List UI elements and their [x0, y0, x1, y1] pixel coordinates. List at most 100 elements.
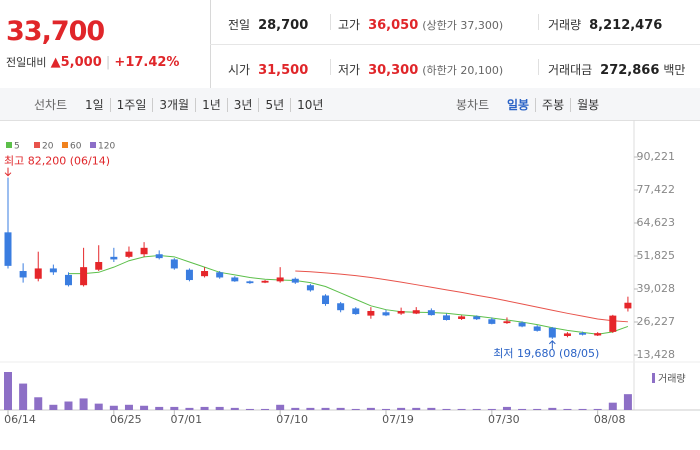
stat-value: 8,212,476	[589, 18, 663, 33]
candle-body	[442, 315, 450, 321]
candle-body	[458, 316, 466, 319]
stat-label: 전일	[228, 18, 251, 32]
y-tick-label: 90,221	[637, 150, 676, 163]
volume-bar	[563, 408, 572, 410]
candle-body	[125, 251, 133, 257]
candle-body	[216, 272, 224, 278]
tab[interactable]: 3개월	[153, 98, 197, 112]
stat-note: (상한가 37,300)	[422, 19, 504, 32]
candle-body	[110, 256, 118, 260]
tab[interactable]: 주봉	[536, 98, 572, 112]
tab[interactable]: 5년	[259, 98, 292, 112]
volume-bar	[291, 407, 300, 410]
volume-bar	[351, 408, 360, 410]
tab-group-label: 봉차트	[456, 98, 490, 112]
candle-body	[473, 316, 481, 320]
chart: 90,221 77,422 64,623 51,825 39,028 26,227 13,4…	[0, 120, 700, 426]
stat-label: 거래대금	[548, 63, 593, 77]
stat-value: 31,500	[258, 63, 309, 78]
candle-body	[352, 308, 360, 315]
volume-bar	[608, 402, 617, 410]
x-tick-label: 06/14	[4, 413, 36, 426]
volume-bar	[533, 408, 542, 410]
volume-bar	[155, 406, 164, 410]
tab[interactable]: 1년	[196, 98, 228, 112]
stat-note: (하한가 20,100)	[422, 64, 504, 77]
volume-bar	[427, 407, 436, 410]
candle-body	[337, 303, 345, 311]
tab[interactable]: 월봉	[577, 98, 600, 112]
volume-bar	[185, 407, 194, 410]
candle-body	[518, 322, 526, 327]
volume-legend: 거래량	[658, 373, 686, 385]
change: ▲5,000	[50, 55, 102, 70]
volume-bar	[79, 398, 88, 410]
x-tick-label: 08/08	[594, 413, 626, 426]
tab[interactable]: 1주일	[110, 98, 154, 112]
volume-bar	[336, 407, 345, 410]
stat-value: 272,866	[600, 63, 660, 78]
volume-bar	[19, 383, 28, 410]
legend-label: 60	[70, 142, 82, 152]
volume-bar	[124, 404, 133, 410]
volume-bar	[457, 408, 466, 410]
candle-body	[201, 271, 209, 277]
tab[interactable]: 일봉	[500, 98, 537, 112]
candle-body	[95, 261, 103, 270]
summary: 33,700 전일대비 ▲5,000 | +17.42% 전일 28,700 고가 3…	[0, 0, 700, 89]
volume-bar	[64, 401, 73, 410]
volume-bar	[200, 406, 209, 410]
candle-body	[276, 277, 284, 282]
divider	[330, 14, 331, 30]
candle-body	[4, 232, 12, 266]
volume-bar	[4, 372, 12, 410]
volume-bar	[397, 407, 406, 410]
volume-bar	[487, 408, 496, 410]
candle-body	[19, 271, 27, 278]
stat-label: 거래량	[548, 18, 582, 32]
volume-bar	[442, 408, 451, 410]
annotation: 최저 19,680 (08/05)	[493, 347, 599, 360]
legend-swatch	[90, 142, 96, 148]
stat-value: 30,300	[368, 63, 419, 78]
candle-body	[80, 267, 88, 286]
y-tick-label: 39,028	[637, 282, 676, 295]
y-tick-label: 64,623	[637, 216, 676, 229]
price: 33,700	[6, 16, 105, 47]
candle-body	[382, 312, 390, 316]
x-tick-label: 07/30	[488, 413, 520, 426]
annotation-arrow	[4, 167, 12, 177]
volume-bar	[412, 407, 421, 410]
volume-bar	[548, 407, 557, 410]
stat-label: 시가	[228, 63, 251, 77]
volume-bar	[34, 397, 43, 410]
volume-bar	[382, 408, 390, 410]
tab[interactable]: 3년	[227, 98, 260, 112]
candle-body	[488, 319, 496, 324]
candle-body	[231, 277, 239, 282]
divider	[210, 44, 700, 45]
volume-bar	[215, 406, 224, 410]
candle-body	[503, 321, 511, 324]
volume-bar	[518, 408, 527, 410]
candle-body	[306, 285, 314, 291]
stat: 거래대금 272,866 백만	[548, 59, 685, 78]
divider	[538, 59, 539, 75]
volume-bar	[578, 408, 587, 410]
candle-body	[140, 247, 148, 255]
candle-body	[49, 268, 57, 273]
volume-bar	[593, 408, 602, 410]
candle-body	[246, 281, 254, 284]
candle-body	[367, 310, 375, 316]
x-tick-label: 07/01	[170, 413, 202, 426]
tab[interactable]: 10년	[297, 98, 324, 112]
tab-bar: 선차트 1일 1주일 3개월 1년 3년 5년 10년 봉차트 일봉 주봉 월봉	[0, 88, 700, 121]
x-tick-label: 07/10	[276, 413, 308, 426]
volume-bar	[502, 406, 511, 410]
legend-label: 20	[42, 142, 54, 152]
candle-body	[412, 310, 420, 314]
tab[interactable]: 1일	[78, 98, 111, 112]
moving-average	[295, 270, 628, 323]
volume-bar	[623, 394, 632, 410]
